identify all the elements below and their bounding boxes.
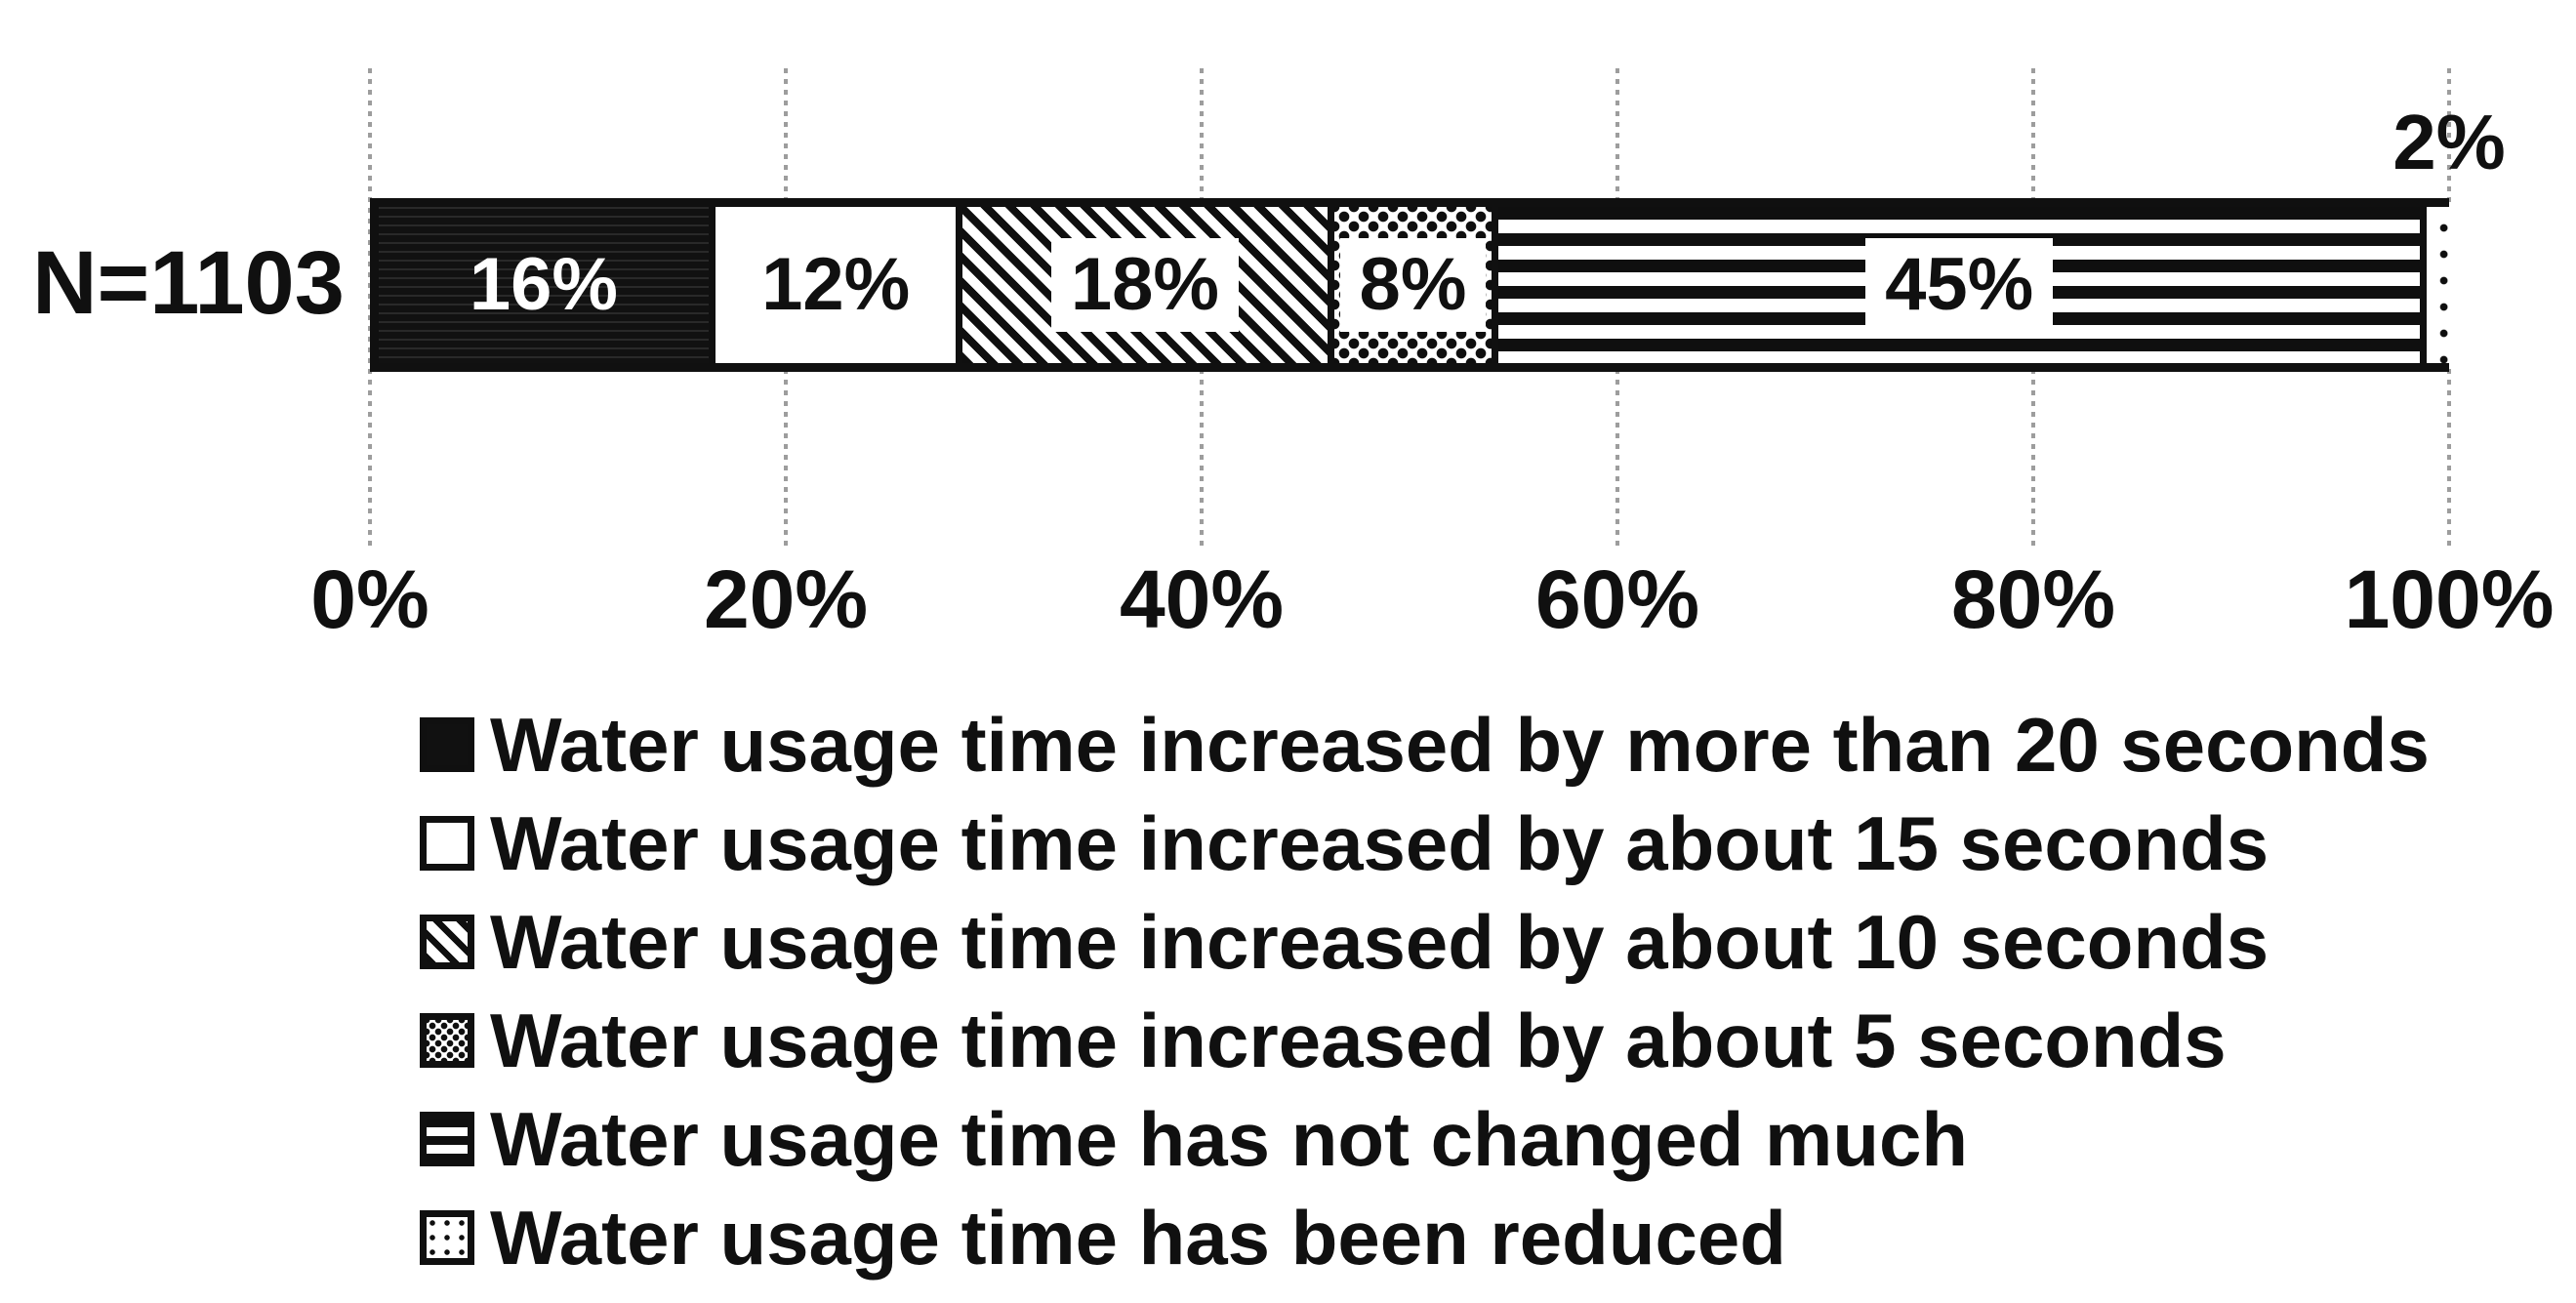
x-axis-tick-label: 80% xyxy=(1950,553,2116,645)
legend-label: Water usage time has not changed much xyxy=(490,1095,1969,1182)
segment-value-label: 16% xyxy=(469,243,619,326)
bar-segment-2: 12% xyxy=(708,207,957,363)
legend-row-1: Water usage time increased by more than … xyxy=(420,695,2430,794)
legend-label: Water usage time increased by about 10 s… xyxy=(490,898,2269,985)
legend-swatch-horizontal-stripes-icon xyxy=(420,1111,474,1166)
legend-swatch-sparse-dots-icon xyxy=(420,1209,474,1265)
stacked-bar: 16% 12% 18% 8% 45% xyxy=(370,198,2462,372)
legend-swatch-diagonal-hatch-icon xyxy=(420,914,474,969)
segment-value-label: 12% xyxy=(761,243,911,326)
legend-row-3: Water usage time increased by about 10 s… xyxy=(420,892,2430,991)
legend-swatch-dense-dots-icon xyxy=(420,1012,474,1068)
legend-label: Water usage time increased by about 5 se… xyxy=(490,997,2227,1083)
bar-segment-5: 45% xyxy=(1492,207,2420,363)
legend-label: Water usage time increased by about 15 s… xyxy=(490,799,2269,886)
x-axis-tick-label: 60% xyxy=(1534,553,1700,645)
row-label: N=1103 xyxy=(32,233,345,333)
x-axis-tick-label: 20% xyxy=(703,553,869,645)
segment-value-label: 18% xyxy=(1050,238,1239,332)
legend-label: Water usage time increased by more than … xyxy=(490,701,2430,788)
legend-row-4: Water usage time increased by about 5 se… xyxy=(420,991,2430,1089)
x-axis-tick-label: 40% xyxy=(1119,553,1285,645)
legend-row-5: Water usage time has not changed much xyxy=(420,1089,2430,1188)
x-axis-tick-label: 100% xyxy=(2344,553,2555,645)
legend-swatch-plain-white-icon xyxy=(420,815,474,871)
segment-value-label-outside: 2% xyxy=(2392,99,2506,185)
segment-value-label: 8% xyxy=(1339,238,1487,332)
segment-value-label: 45% xyxy=(1865,238,2054,332)
legend-label: Water usage time has been reduced xyxy=(490,1194,1786,1281)
x-axis-tick-label: 0% xyxy=(310,553,429,645)
legend-swatch-solid-black-icon xyxy=(420,716,474,772)
legend: Water usage time increased by more than … xyxy=(420,695,2430,1286)
legend-row-6: Water usage time has been reduced xyxy=(420,1188,2430,1286)
legend-row-2: Water usage time increased by about 15 s… xyxy=(420,794,2430,892)
bar-segment-4: 8% xyxy=(1327,207,1492,363)
bar-segment-6 xyxy=(2419,207,2462,363)
bar-segment-3: 18% xyxy=(956,207,1328,363)
bar-segment-1: 16% xyxy=(379,207,709,363)
